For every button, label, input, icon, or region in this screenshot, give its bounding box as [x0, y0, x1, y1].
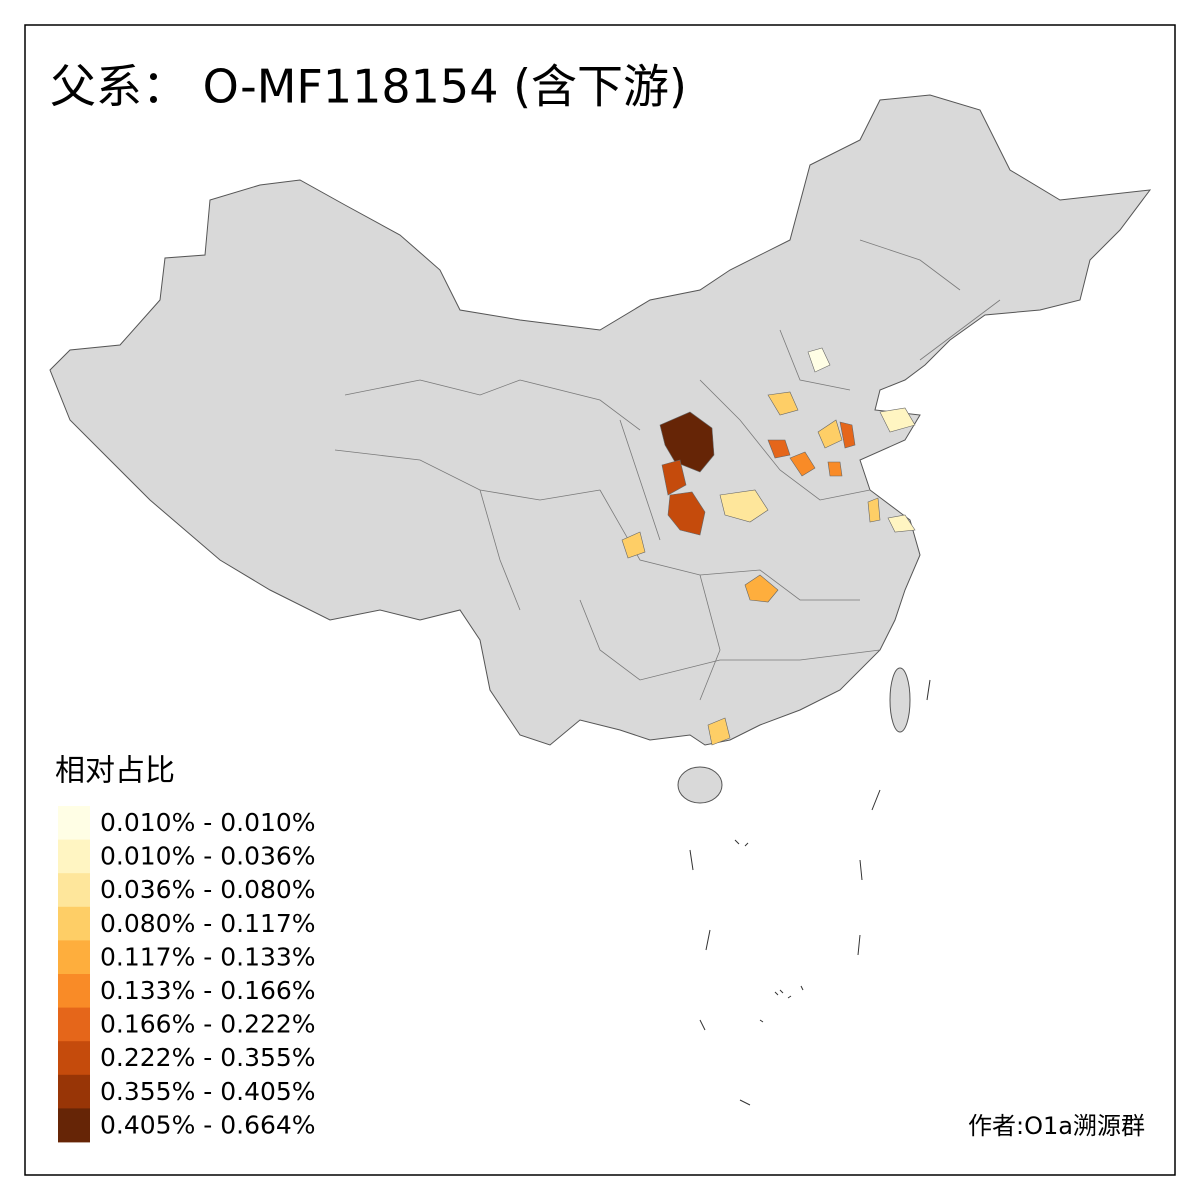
legend-swatch	[58, 1108, 90, 1143]
region	[887, 514, 916, 533]
region	[767, 439, 791, 459]
region	[817, 419, 843, 449]
china-map	[49, 94, 1152, 1106]
credit: 作者:O1a溯源群	[968, 1112, 1145, 1140]
region	[807, 347, 831, 373]
legend-label: 0.355% - 0.405%	[100, 1077, 316, 1106]
region	[789, 451, 816, 477]
legend-label: 0.036% - 0.080%	[100, 875, 316, 904]
region	[767, 391, 799, 416]
legend-label: 0.080% - 0.117%	[100, 909, 316, 938]
region	[719, 489, 769, 523]
region	[839, 421, 856, 449]
map-title: 父系： O-MF118154 (含下游)	[50, 60, 687, 114]
legend-title: 相对占比	[55, 754, 175, 789]
legend-swatch	[58, 873, 90, 908]
legend-label: 0.133% - 0.166%	[100, 976, 316, 1005]
legend: 0.010% - 0.010% 0.010% - 0.036% 0.036% - 0…	[58, 806, 316, 1143]
legend-swatch	[58, 806, 90, 840]
legend-swatch	[58, 1007, 90, 1042]
legend-label: 0.010% - 0.010%	[100, 808, 316, 837]
region	[707, 717, 731, 746]
data-regions	[621, 347, 916, 746]
legend-swatch	[58, 839, 90, 874]
islands	[689, 679, 931, 1106]
legend-swatch	[58, 1074, 90, 1109]
legend-swatch	[58, 974, 90, 1008]
region	[661, 459, 687, 496]
legend-label: 0.166% - 0.222%	[100, 1010, 316, 1039]
legend-swatch	[58, 1041, 90, 1076]
region	[667, 491, 706, 536]
region	[827, 461, 843, 477]
taiwan	[889, 667, 911, 733]
region	[867, 497, 881, 523]
hainan	[677, 766, 723, 804]
province-borders	[334, 239, 1001, 701]
legend-label: 0.117% - 0.133%	[100, 942, 316, 971]
legend-label: 0.405% - 0.664%	[100, 1110, 316, 1139]
legend-label: 0.010% - 0.036%	[100, 842, 316, 871]
region	[879, 407, 916, 433]
legend-swatch	[58, 906, 90, 941]
country-outline	[49, 94, 1152, 746]
region	[621, 531, 646, 559]
region	[744, 574, 779, 603]
legend-label: 0.222% - 0.355%	[100, 1043, 316, 1072]
region	[659, 411, 715, 473]
legend-swatch	[58, 940, 90, 975]
